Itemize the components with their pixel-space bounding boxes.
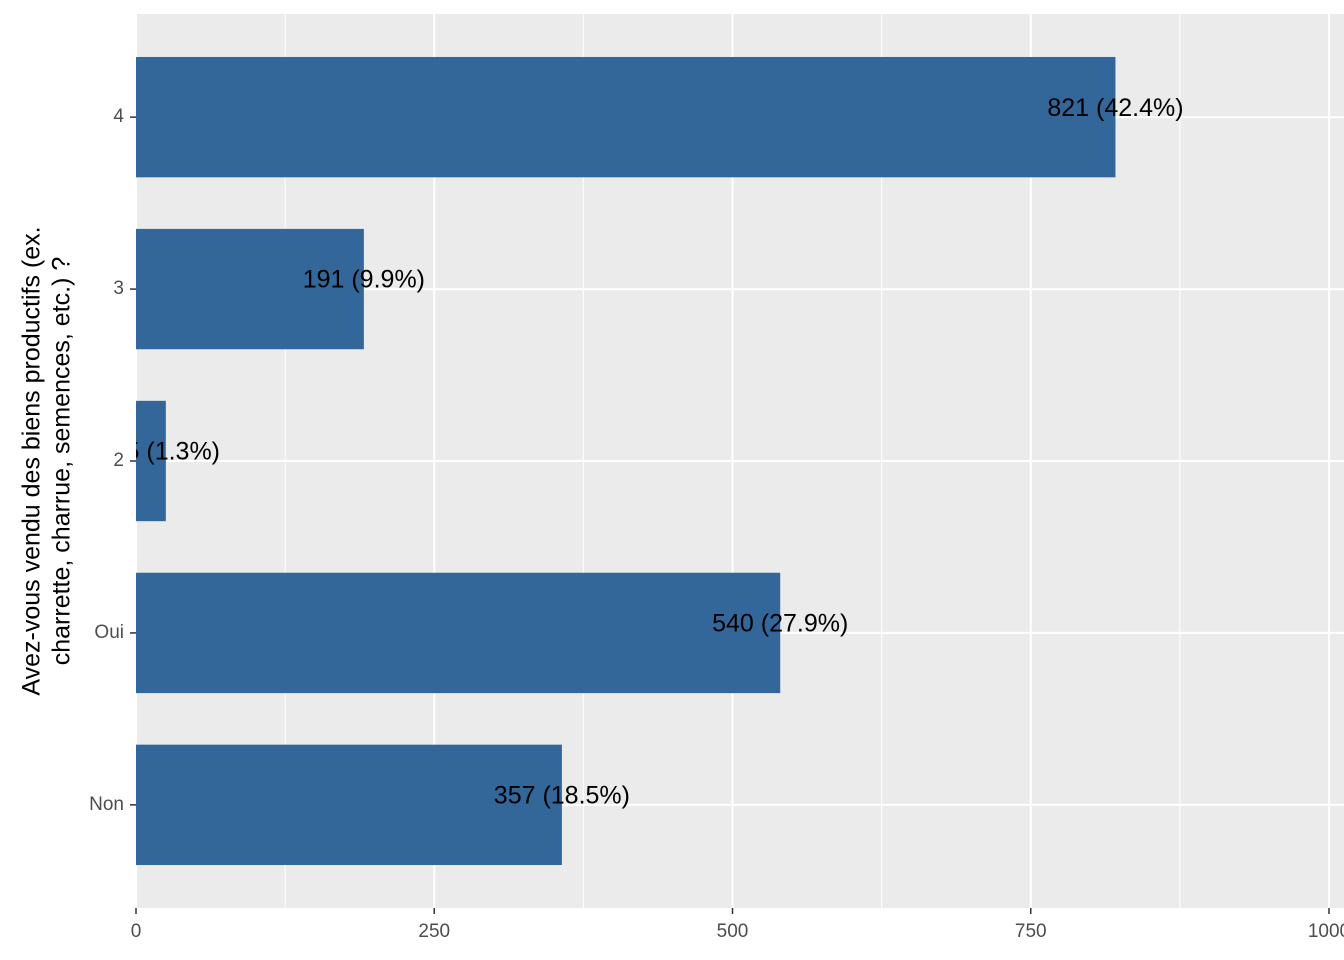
- y-tick-label: 4: [113, 106, 124, 127]
- y-axis-title: Avez-vous vendu des biens productifs (ex…: [18, 226, 46, 695]
- value-label: 191 (9.9%): [303, 266, 425, 294]
- value-label: 25 (1.3%): [112, 438, 220, 466]
- bar: [136, 400, 166, 522]
- value-label: 821 (42.4%): [1047, 94, 1183, 122]
- y-axis-title: charrette, charrue, semences, etc.) ?: [48, 257, 76, 666]
- y-tick-label: Non: [89, 794, 124, 815]
- x-tick-label: 500: [717, 921, 749, 942]
- value-label: 357 (18.5%): [494, 781, 630, 809]
- bar: [136, 56, 1116, 178]
- x-tick-label: 750: [1015, 921, 1047, 942]
- value-label: 540 (27.9%): [712, 610, 848, 638]
- bar: [136, 744, 562, 866]
- bar: [136, 572, 781, 694]
- y-tick-label: 2: [113, 450, 124, 471]
- y-tick-label: Oui: [94, 622, 124, 643]
- x-tick-label: 250: [418, 921, 450, 942]
- bar: [136, 228, 364, 350]
- y-tick-label: 3: [113, 278, 124, 299]
- x-tick-label: 1000: [1308, 921, 1344, 942]
- x-tick-label: 0: [131, 921, 142, 942]
